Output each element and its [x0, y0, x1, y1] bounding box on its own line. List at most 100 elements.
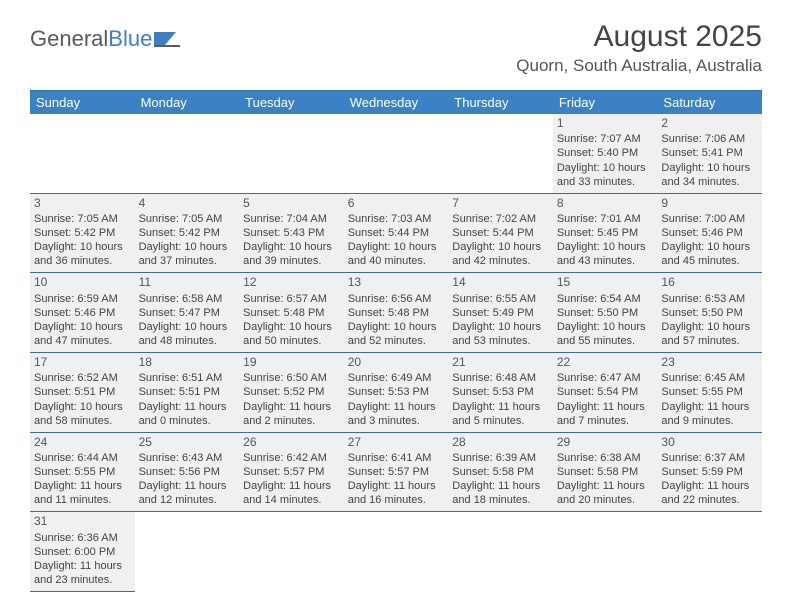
- daylight-text-2: and 55 minutes.: [557, 334, 654, 348]
- location-text: Quorn, South Australia, Australia: [516, 56, 762, 76]
- sunrise-text: Sunrise: 6:38 AM: [557, 451, 654, 465]
- day-number: 7: [452, 196, 549, 211]
- sunrise-text: Sunrise: 6:56 AM: [348, 292, 445, 306]
- day-cell: 17Sunrise: 6:52 AMSunset: 5:51 PMDayligh…: [30, 353, 135, 432]
- brand-logo: GeneralBlue: [30, 26, 180, 52]
- sunrise-text: Sunrise: 7:00 AM: [661, 212, 758, 226]
- daylight-text-1: Daylight: 11 hours: [452, 400, 549, 414]
- daylight-text-2: and 57 minutes.: [661, 334, 758, 348]
- daylight-text-2: and 36 minutes.: [34, 254, 131, 268]
- weekday-sunday: Sunday: [30, 91, 135, 114]
- day-cell: 25Sunrise: 6:43 AMSunset: 5:56 PMDayligh…: [135, 433, 240, 512]
- sunrise-text: Sunrise: 7:01 AM: [557, 212, 654, 226]
- sunrise-text: Sunrise: 6:50 AM: [243, 371, 340, 385]
- sunset-text: Sunset: 5:49 PM: [452, 306, 549, 320]
- day-cell: 9Sunrise: 7:00 AMSunset: 5:46 PMDaylight…: [657, 194, 762, 273]
- daylight-text-2: and 53 minutes.: [452, 334, 549, 348]
- sunset-text: Sunset: 5:46 PM: [661, 226, 758, 240]
- daylight-text-2: and 18 minutes.: [452, 493, 549, 507]
- sunset-text: Sunset: 5:58 PM: [557, 465, 654, 479]
- header: GeneralBlue August 2025 Quorn, South Aus…: [0, 0, 792, 84]
- sunrise-text: Sunrise: 7:04 AM: [243, 212, 340, 226]
- sunset-text: Sunset: 5:53 PM: [452, 385, 549, 399]
- weekday-thursday: Thursday: [448, 91, 553, 114]
- weekday-saturday: Saturday: [657, 91, 762, 114]
- sunset-text: Sunset: 5:48 PM: [243, 306, 340, 320]
- daylight-text-1: Daylight: 10 hours: [661, 240, 758, 254]
- sunset-text: Sunset: 5:44 PM: [452, 226, 549, 240]
- sunset-text: Sunset: 5:42 PM: [139, 226, 236, 240]
- daylight-text-1: Daylight: 10 hours: [243, 320, 340, 334]
- brand-part2: Blue: [108, 26, 152, 52]
- day-number: 18: [139, 355, 236, 370]
- daylight-text-2: and 0 minutes.: [139, 414, 236, 428]
- day-number: 2: [661, 116, 758, 131]
- daylight-text-1: Daylight: 10 hours: [557, 240, 654, 254]
- day-number: 4: [139, 196, 236, 211]
- day-number: 6: [348, 196, 445, 211]
- day-number: 16: [661, 275, 758, 290]
- weekday-friday: Friday: [553, 91, 658, 114]
- daylight-text-1: Daylight: 10 hours: [34, 320, 131, 334]
- daylight-text-2: and 22 minutes.: [661, 493, 758, 507]
- day-number: 8: [557, 196, 654, 211]
- sunset-text: Sunset: 5:57 PM: [348, 465, 445, 479]
- empty-cell: [448, 512, 553, 592]
- daylight-text-2: and 14 minutes.: [243, 493, 340, 507]
- day-cell: 24Sunrise: 6:44 AMSunset: 5:55 PMDayligh…: [30, 433, 135, 512]
- weekday-wednesday: Wednesday: [344, 91, 449, 114]
- sunrise-text: Sunrise: 6:58 AM: [139, 292, 236, 306]
- day-cell: 15Sunrise: 6:54 AMSunset: 5:50 PMDayligh…: [553, 273, 658, 352]
- day-cell: 10Sunrise: 6:59 AMSunset: 5:46 PMDayligh…: [30, 273, 135, 352]
- daylight-text-2: and 23 minutes.: [34, 573, 131, 587]
- day-cell: 14Sunrise: 6:55 AMSunset: 5:49 PMDayligh…: [448, 273, 553, 352]
- sunrise-text: Sunrise: 7:07 AM: [557, 132, 654, 146]
- weekday-header: SundayMondayTuesdayWednesdayThursdayFrid…: [30, 91, 762, 114]
- daylight-text-1: Daylight: 10 hours: [557, 320, 654, 334]
- sunset-text: Sunset: 5:54 PM: [557, 385, 654, 399]
- day-number: 22: [557, 355, 654, 370]
- day-number: 27: [348, 435, 445, 450]
- week-row: 1Sunrise: 7:07 AMSunset: 5:40 PMDaylight…: [30, 114, 762, 194]
- sunrise-text: Sunrise: 7:02 AM: [452, 212, 549, 226]
- sunset-text: Sunset: 5:52 PM: [243, 385, 340, 399]
- day-number: 26: [243, 435, 340, 450]
- sunset-text: Sunset: 5:56 PM: [139, 465, 236, 479]
- sunrise-text: Sunrise: 6:44 AM: [34, 451, 131, 465]
- sunrise-text: Sunrise: 6:57 AM: [243, 292, 340, 306]
- daylight-text-2: and 9 minutes.: [661, 414, 758, 428]
- day-number: 15: [557, 275, 654, 290]
- sunrise-text: Sunrise: 6:49 AM: [348, 371, 445, 385]
- sunrise-text: Sunrise: 6:53 AM: [661, 292, 758, 306]
- page-title: August 2025: [516, 20, 762, 54]
- daylight-text-1: Daylight: 11 hours: [34, 479, 131, 493]
- sunset-text: Sunset: 5:55 PM: [661, 385, 758, 399]
- day-number: 31: [34, 514, 131, 529]
- daylight-text-2: and 3 minutes.: [348, 414, 445, 428]
- sunset-text: Sunset: 5:58 PM: [452, 465, 549, 479]
- sunrise-text: Sunrise: 6:51 AM: [139, 371, 236, 385]
- daylight-text-1: Daylight: 10 hours: [348, 320, 445, 334]
- sunrise-text: Sunrise: 6:48 AM: [452, 371, 549, 385]
- daylight-text-1: Daylight: 10 hours: [452, 240, 549, 254]
- day-number: 21: [452, 355, 549, 370]
- daylight-text-1: Daylight: 10 hours: [661, 320, 758, 334]
- weekday-tuesday: Tuesday: [239, 91, 344, 114]
- daylight-text-1: Daylight: 10 hours: [661, 161, 758, 175]
- day-cell: 11Sunrise: 6:58 AMSunset: 5:47 PMDayligh…: [135, 273, 240, 352]
- daylight-text-1: Daylight: 11 hours: [661, 400, 758, 414]
- daylight-text-2: and 33 minutes.: [557, 175, 654, 189]
- sunrise-text: Sunrise: 6:59 AM: [34, 292, 131, 306]
- sunset-text: Sunset: 5:50 PM: [557, 306, 654, 320]
- day-number: 29: [557, 435, 654, 450]
- sunset-text: Sunset: 5:48 PM: [348, 306, 445, 320]
- day-cell: 7Sunrise: 7:02 AMSunset: 5:44 PMDaylight…: [448, 194, 553, 273]
- sunrise-text: Sunrise: 7:05 AM: [139, 212, 236, 226]
- sunset-text: Sunset: 5:45 PM: [557, 226, 654, 240]
- sunset-text: Sunset: 6:00 PM: [34, 545, 131, 559]
- day-number: 3: [34, 196, 131, 211]
- day-cell: 8Sunrise: 7:01 AMSunset: 5:45 PMDaylight…: [553, 194, 658, 273]
- empty-cell: [135, 512, 240, 592]
- day-cell: 22Sunrise: 6:47 AMSunset: 5:54 PMDayligh…: [553, 353, 658, 432]
- daylight-text-2: and 37 minutes.: [139, 254, 236, 268]
